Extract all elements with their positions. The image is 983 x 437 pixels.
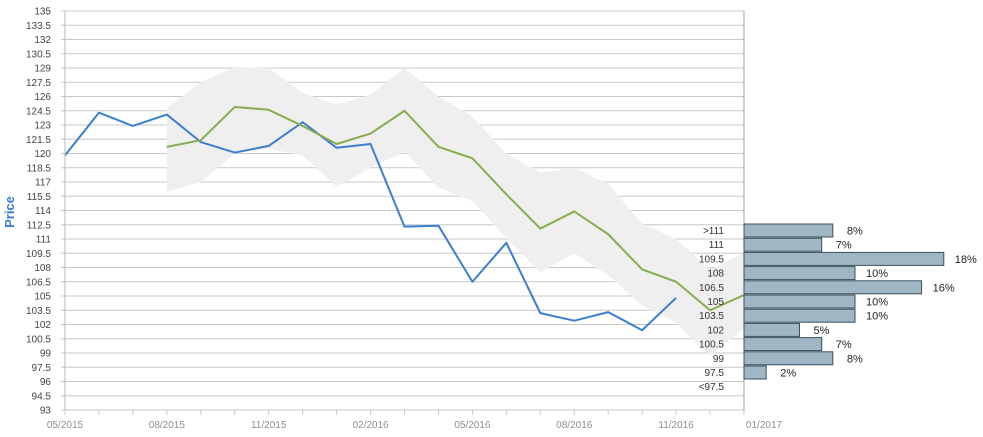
y-tick-label: 100.5	[26, 334, 51, 345]
distribution-bin-label: 97.5	[705, 368, 725, 379]
distribution-bin-label: 111	[709, 240, 725, 251]
distribution-bin-label: 108	[707, 269, 724, 280]
actual-price-line	[64, 111, 677, 332]
distribution-bin-label: <97.5	[699, 382, 725, 393]
y-tick-label: 114	[35, 206, 51, 217]
distribution-bars: >111 8% 111 7% 109.5 18% 108 10% 106.5 16% 105 10% 1…	[699, 223, 977, 393]
distribution-percent-label: 16%	[933, 282, 955, 294]
distribution-percent-label: 18%	[955, 254, 977, 266]
y-tick-label: 96	[40, 377, 52, 388]
y-tick-label: 103.5	[26, 306, 51, 317]
y-tick-label: 106.5	[26, 277, 51, 288]
distribution-percent-label: 7%	[836, 240, 852, 252]
x-tick-label: 11/2015	[251, 420, 287, 431]
y-tick-label: 121.5	[26, 135, 51, 146]
distribution-percent-label: 2%	[780, 368, 796, 380]
x-tick-label: 08/2016	[556, 420, 593, 431]
y-tick-label: 117	[35, 178, 51, 189]
distribution-bar	[743, 365, 767, 380]
y-tick-label: 111	[36, 235, 52, 246]
forecast-band	[166, 67, 745, 356]
distribution-bin-label: 102	[707, 325, 724, 336]
y-tick-label: 108	[34, 263, 51, 274]
y-tick-label: 126	[34, 92, 51, 103]
distribution-bin-label: 103.5	[699, 311, 724, 322]
distribution-bin-label: 106.5	[699, 283, 724, 294]
distribution-bar	[743, 251, 945, 266]
distribution-percent-label: 10%	[866, 268, 888, 280]
y-tick-label: 124.5	[26, 106, 51, 117]
distribution-bin-label: >111	[703, 226, 724, 237]
y-tick-label: 97.5	[32, 363, 52, 374]
x-tick-label: 11/2016	[658, 420, 694, 431]
distribution-bar	[743, 337, 823, 352]
y-tick-label: 102	[34, 320, 51, 331]
distribution-percent-label: 8%	[847, 226, 863, 238]
distribution-percent-label: 10%	[866, 311, 888, 323]
y-tick-labels: 135 133.5 132 130.5 129 127.5 126 124.5 123 121.5…	[26, 7, 51, 417]
y-tick-label: 93	[40, 406, 52, 417]
distribution-bar	[743, 223, 834, 238]
y-tick-label: 99	[40, 349, 52, 360]
y-tick-label: 105	[34, 292, 51, 303]
y-tick-label: 94.5	[32, 391, 52, 402]
x-tick-label: 05/2015	[47, 420, 84, 431]
y-tick-label: 127.5	[26, 78, 51, 89]
distribution-percent-label: 5%	[814, 325, 830, 337]
x-tick-label: 01/2017	[746, 420, 783, 431]
series-lines	[64, 105, 745, 332]
distribution-bar	[743, 237, 823, 252]
distribution-percent-label: 7%	[836, 339, 852, 351]
distribution-bar	[743, 351, 834, 366]
y-tick-label: 120	[34, 149, 51, 160]
y-tick-label: 112.5	[27, 220, 52, 231]
distribution-percent-label: 8%	[847, 353, 863, 365]
x-tick-label: 08/2015	[149, 420, 186, 431]
distribution-bar	[743, 308, 856, 323]
y-tick-label: 123	[34, 121, 51, 132]
distribution-bar	[743, 322, 800, 337]
x-tick-labels: 05/2015 08/2015 11/2015 02/2016 05/2016 08/20…	[47, 420, 783, 431]
distribution-bar	[743, 266, 856, 281]
distribution-bin-label: 99	[713, 354, 725, 365]
y-tick-label: 135	[34, 7, 51, 18]
y-tick-label: 132	[34, 35, 51, 46]
distribution-bin-label: 100.5	[699, 340, 724, 351]
y-tick-label: 115.5	[27, 192, 52, 203]
forecast-price-line	[166, 105, 745, 312]
y-tick-label: 130.5	[26, 49, 51, 60]
forecast-band-area	[166, 67, 745, 356]
distribution-bin-label: 105	[707, 297, 724, 308]
distribution-percent-label: 10%	[866, 297, 888, 309]
x-tick-label: 05/2016	[454, 420, 491, 431]
y-tick-label: 129	[34, 64, 51, 75]
distribution-bar	[743, 294, 856, 309]
y-axis-label: Price	[2, 196, 17, 228]
y-tick-label: 109.5	[26, 249, 51, 260]
y-tick-label: 118.5	[27, 163, 52, 174]
distribution-bar	[743, 280, 923, 295]
y-tick-label: 133.5	[26, 21, 51, 32]
x-tick-label: 02/2016	[352, 420, 389, 431]
distribution-bin-label: 109.5	[699, 254, 724, 265]
